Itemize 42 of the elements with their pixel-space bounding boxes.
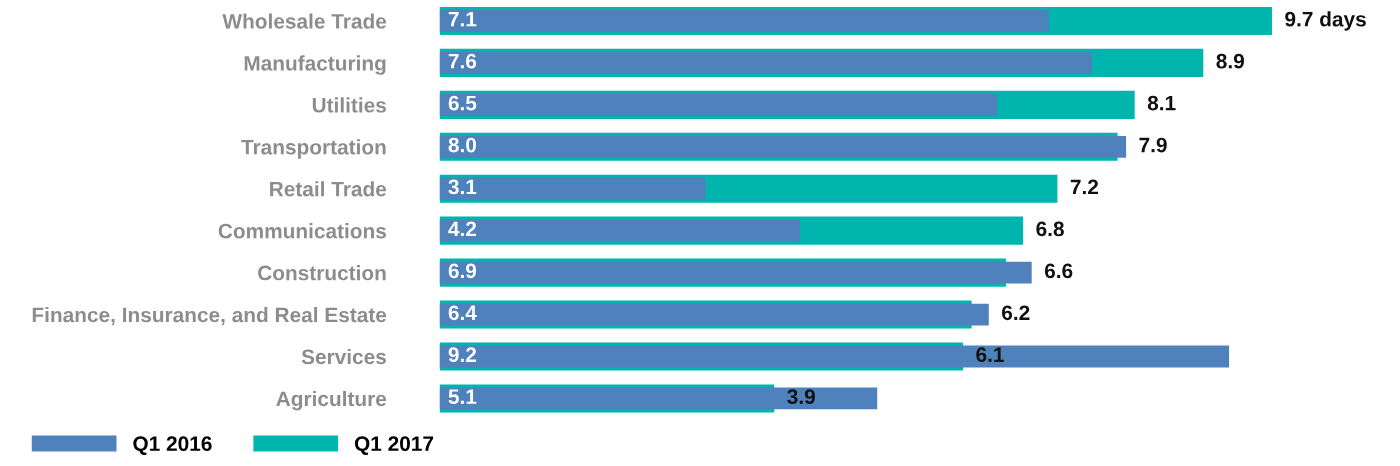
y-tick-label: Construction: [258, 265, 386, 281]
y-tick-label: Communications: [218, 223, 386, 239]
data-label: 6.1: [976, 347, 1004, 363]
y-tick-label: Manufacturing: [244, 55, 386, 75]
y-tick-label: Wholesale Trade: [222, 13, 387, 29]
y-tick-label: Retail Trade: [270, 181, 387, 197]
bar: [439, 10, 1049, 32]
bar: [439, 387, 878, 410]
y-tick-label: Finance, Insurance, and Real Estate: [32, 307, 387, 326]
data-label: 3.1: [448, 179, 477, 195]
data-label: 6.8: [1036, 221, 1064, 237]
bar: [439, 261, 1032, 284]
bar: [439, 52, 1092, 74]
data-label: 8.1: [1147, 95, 1176, 111]
data-label: 7.6: [448, 53, 477, 69]
data-label: 6.5: [448, 95, 477, 111]
data-label: 9.7 days: [1285, 11, 1366, 31]
bar: [439, 303, 989, 326]
data-label: 8.9: [1216, 53, 1244, 69]
data-label: 6.9: [448, 263, 477, 279]
y-tick-label: Agriculture: [276, 390, 387, 411]
data-label: 7.9: [1139, 137, 1167, 153]
y-tick-label: Utilities: [312, 97, 386, 113]
legend-label: Q1 2016: [133, 436, 212, 455]
data-label: 3.9: [787, 389, 815, 405]
bar: [439, 345, 1230, 368]
data-label: 9.2: [448, 347, 477, 363]
bar: [439, 135, 1127, 158]
y-tick-label: Transportation: [241, 139, 386, 159]
bar: [439, 177, 706, 200]
data-label: 8.0: [448, 137, 477, 153]
data-label: 7.1: [448, 12, 477, 27]
bar: [439, 219, 801, 242]
bar: [439, 93, 998, 116]
data-label: 4.2: [448, 221, 477, 237]
data-label: 7.2: [1070, 179, 1099, 195]
legend-label: Q1 2017: [354, 436, 434, 455]
y-tick-label: Services: [301, 348, 386, 365]
data-label: 5.1: [448, 389, 477, 405]
data-label: 6.6: [1044, 263, 1073, 279]
data-label: 6.4: [448, 305, 477, 321]
data-label: 6.2: [1002, 305, 1030, 321]
